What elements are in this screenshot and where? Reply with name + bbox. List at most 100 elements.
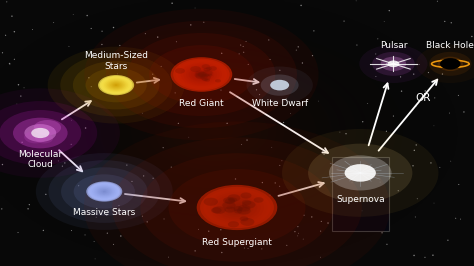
Point — [0, 51, 6, 55]
Point — [317, 255, 324, 259]
Point — [237, 43, 245, 47]
Circle shape — [140, 153, 334, 262]
Point — [258, 180, 266, 185]
Circle shape — [173, 59, 230, 90]
Point — [49, 127, 57, 131]
Circle shape — [95, 186, 113, 197]
Point — [410, 148, 418, 152]
Circle shape — [197, 185, 277, 230]
Point — [452, 216, 459, 221]
Circle shape — [194, 70, 209, 79]
Point — [421, 89, 429, 93]
Circle shape — [24, 131, 47, 143]
Point — [266, 193, 274, 197]
Point — [59, 164, 66, 168]
Circle shape — [438, 57, 463, 71]
Circle shape — [199, 73, 204, 76]
Point — [441, 19, 448, 24]
Point — [348, 180, 356, 185]
Circle shape — [228, 197, 237, 202]
Point — [430, 201, 438, 205]
Point — [272, 181, 279, 185]
Point — [87, 85, 95, 89]
Circle shape — [106, 21, 297, 128]
Circle shape — [201, 64, 210, 69]
Point — [431, 96, 438, 100]
Point — [239, 44, 247, 49]
Point — [205, 229, 212, 233]
Point — [39, 228, 47, 232]
Circle shape — [101, 190, 107, 193]
Circle shape — [100, 189, 109, 194]
Circle shape — [204, 74, 210, 77]
Point — [390, 114, 397, 118]
Circle shape — [100, 76, 133, 94]
Point — [114, 61, 122, 66]
Circle shape — [209, 66, 217, 71]
Point — [300, 237, 307, 241]
Point — [149, 176, 157, 180]
Point — [240, 238, 248, 243]
Point — [385, 9, 393, 13]
Text: OR: OR — [415, 93, 430, 103]
Point — [340, 19, 348, 23]
Point — [394, 189, 402, 193]
Circle shape — [195, 73, 204, 78]
Text: Black Hole: Black Hole — [426, 41, 474, 50]
Point — [294, 225, 301, 229]
Point — [14, 230, 22, 235]
Point — [457, 217, 465, 221]
Point — [83, 13, 91, 18]
Text: White Dwarf: White Dwarf — [252, 99, 308, 108]
Circle shape — [98, 75, 134, 95]
Point — [67, 142, 75, 147]
Circle shape — [207, 190, 267, 225]
Point — [92, 215, 100, 219]
Point — [185, 135, 192, 139]
Point — [97, 193, 105, 197]
Circle shape — [175, 68, 185, 74]
Circle shape — [190, 66, 201, 72]
Point — [218, 250, 226, 255]
Point — [411, 215, 419, 219]
Point — [278, 159, 286, 163]
Circle shape — [92, 185, 116, 198]
Circle shape — [106, 79, 127, 91]
Circle shape — [208, 74, 213, 77]
Point — [187, 23, 194, 27]
Point — [374, 37, 382, 41]
Point — [55, 159, 62, 163]
Circle shape — [91, 184, 118, 199]
Point — [13, 102, 21, 106]
Circle shape — [212, 206, 226, 214]
Point — [266, 57, 274, 62]
Circle shape — [115, 84, 118, 86]
Point — [110, 242, 118, 247]
Point — [436, 165, 444, 169]
Point — [412, 143, 420, 147]
Point — [243, 198, 250, 202]
Point — [409, 164, 417, 168]
Circle shape — [213, 194, 261, 221]
Point — [6, 61, 13, 66]
Circle shape — [203, 68, 210, 72]
Point — [455, 182, 463, 187]
Circle shape — [196, 72, 207, 77]
Point — [149, 72, 156, 76]
Circle shape — [0, 88, 120, 178]
Point — [276, 163, 283, 168]
Circle shape — [48, 160, 160, 223]
Point — [109, 25, 117, 30]
Circle shape — [198, 72, 206, 77]
Circle shape — [204, 198, 218, 206]
Circle shape — [110, 82, 122, 89]
Point — [85, 76, 93, 80]
Point — [421, 255, 429, 259]
Point — [18, 140, 26, 144]
Point — [447, 21, 455, 25]
Point — [358, 209, 366, 213]
Circle shape — [240, 192, 252, 199]
Circle shape — [238, 205, 250, 211]
Circle shape — [107, 80, 125, 90]
Circle shape — [48, 47, 184, 123]
